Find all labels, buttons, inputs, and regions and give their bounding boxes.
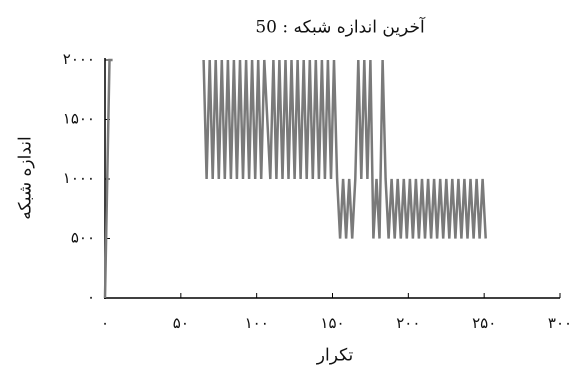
x-tick-label: ۵۰ xyxy=(173,314,189,332)
y-tick-label: ۲۰۰۰ xyxy=(63,50,95,68)
x-axis-label: تکرار xyxy=(316,346,354,366)
x-tick-label: ۰ xyxy=(101,314,109,332)
y-tick-label: ۱۰۰۰ xyxy=(63,169,95,187)
x-tick-label: ۲۰۰ xyxy=(396,314,420,332)
y-axis-label: اندازه شبکه xyxy=(16,136,36,220)
chart-title: 50 : آخرین اندازه شبکه xyxy=(255,16,426,38)
x-tick-label: ۲۵۰ xyxy=(472,314,496,332)
x-tick-label: ۱۰۰ xyxy=(245,314,269,332)
y-tick-label: ۱۵۰۰ xyxy=(63,110,95,128)
y-tick-label: ۰ xyxy=(87,288,95,306)
x-tick-label: ۱۵۰ xyxy=(320,314,344,332)
series-line xyxy=(103,58,487,299)
y-tick-label: ۵۰۰ xyxy=(71,229,95,247)
x-tick-label: ۳۰۰ xyxy=(548,314,572,332)
